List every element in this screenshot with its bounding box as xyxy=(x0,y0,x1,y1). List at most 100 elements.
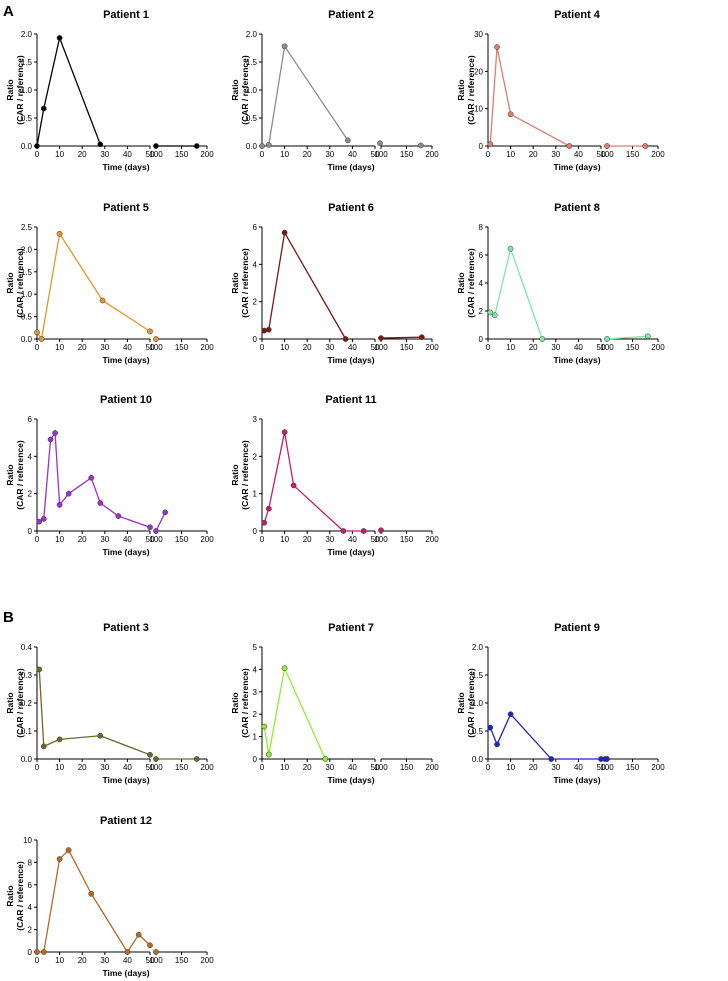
y-tick-label: 6 xyxy=(28,415,33,424)
data-point xyxy=(88,474,95,481)
y-tick-label: 2 xyxy=(253,710,258,719)
x-tick-label: 0 xyxy=(260,343,265,352)
x-tick-label: 10 xyxy=(55,763,64,772)
series-line-left xyxy=(37,849,151,953)
y-tick-label: 0.0 xyxy=(246,142,258,151)
x-tick-label: 50 xyxy=(371,150,380,159)
chart-title: Patient 11 xyxy=(325,394,376,406)
x-tick-label: 10 xyxy=(280,763,289,772)
data-point xyxy=(378,335,384,341)
data-point xyxy=(281,429,288,435)
x-tick-label: 100 xyxy=(149,535,163,544)
y-axis-label: Ratio xyxy=(230,79,240,100)
y-tick-label: 0 xyxy=(479,142,484,151)
y-tick-label: 2.5 xyxy=(21,223,33,232)
data-point xyxy=(281,43,288,50)
data-point xyxy=(507,245,514,252)
data-point xyxy=(97,732,104,739)
data-point xyxy=(261,723,268,730)
data-point xyxy=(153,949,159,955)
y-tick-label: 2 xyxy=(253,452,258,461)
x-tick-label: 40 xyxy=(123,535,132,544)
data-point xyxy=(418,334,425,340)
data-point xyxy=(507,111,514,118)
panel-letter-a: A xyxy=(3,3,14,20)
y-tick-label: 3 xyxy=(253,415,258,424)
x-tick-label: 100 xyxy=(600,150,614,159)
x-tick-label: 20 xyxy=(303,343,312,352)
y-tick-label: 4 xyxy=(253,260,258,269)
y-tick-label: 0 xyxy=(479,335,484,344)
data-point xyxy=(56,230,63,237)
chart-title: Patient 1 xyxy=(103,9,149,21)
x-tick-label: 20 xyxy=(78,763,87,772)
data-point xyxy=(40,743,47,750)
x-tick-label: 40 xyxy=(348,763,357,772)
y-axis-label: (CAR / reference) xyxy=(15,440,25,510)
x-axis-label: Time (days) xyxy=(553,162,600,172)
y-tick-label: 0 xyxy=(28,948,33,957)
x-axis-label: Time (days) xyxy=(327,547,374,557)
x-tick-label: 20 xyxy=(529,150,538,159)
x-tick-label: 10 xyxy=(506,763,515,772)
data-point xyxy=(47,436,54,443)
data-point xyxy=(88,890,95,897)
y-axis-label: Ratio xyxy=(230,464,240,485)
x-tick-label: 20 xyxy=(303,535,312,544)
x-tick-label: 30 xyxy=(100,763,109,772)
y-tick-label: 0.4 xyxy=(21,643,33,652)
y-axis-label: (CAR / reference) xyxy=(240,440,250,510)
data-point xyxy=(494,741,500,748)
chart-12: Patient 12 0 2 4 6 8 10 Ratio (CAR / reference) 0… xyxy=(5,815,214,978)
y-tick-label: 2.0 xyxy=(472,643,484,652)
data-point xyxy=(377,140,383,147)
series-line-left xyxy=(489,248,543,340)
y-tick-label: 0.0 xyxy=(472,755,484,764)
chart-title: Patient 10 xyxy=(100,394,152,406)
series-line-left xyxy=(489,46,570,147)
data-point xyxy=(193,756,200,762)
series-line-left xyxy=(38,432,151,528)
y-tick-label: 2 xyxy=(253,298,258,307)
data-point xyxy=(360,528,367,534)
x-tick-label: 200 xyxy=(425,343,439,352)
y-tick-label: 1.0 xyxy=(246,86,258,95)
x-tick-label: 10 xyxy=(506,343,515,352)
x-tick-label: 100 xyxy=(374,763,388,772)
x-tick-label: 10 xyxy=(55,343,64,352)
chart-title: Patient 4 xyxy=(554,9,601,21)
x-tick-label: 50 xyxy=(146,535,155,544)
x-tick-label: 40 xyxy=(574,343,583,352)
y-tick-label: 1.5 xyxy=(21,58,33,67)
series-line-left xyxy=(261,45,349,147)
y-tick-label: 1.0 xyxy=(21,86,33,95)
y-tick-label: 0 xyxy=(253,335,258,344)
y-axis-label: Ratio xyxy=(230,272,240,293)
y-tick-label: 6 xyxy=(28,881,33,890)
chart-1: Patient 1 0.0 0.5 1.0 1.5 2.0 Ratio (CAR / refe… xyxy=(5,9,214,172)
chart-title: Patient 12 xyxy=(100,815,152,827)
y-tick-label: 1.5 xyxy=(246,58,258,67)
x-tick-label: 100 xyxy=(600,343,614,352)
x-tick-label: 0 xyxy=(35,763,40,772)
y-axis-label: (CAR / reference) xyxy=(15,861,25,931)
data-point xyxy=(491,312,498,319)
series-line-left xyxy=(264,231,347,340)
y-axis-label: Ratio xyxy=(230,692,240,713)
x-tick-label: 0 xyxy=(486,150,491,159)
chart-10: Patient 7 0 1 2 3 4 5 Ratio (CAR / reference) 0 10… xyxy=(230,622,439,785)
data-point xyxy=(378,527,384,534)
x-tick-label: 20 xyxy=(78,343,87,352)
data-point xyxy=(193,143,200,149)
data-point xyxy=(507,711,514,718)
x-tick-label: 0 xyxy=(260,150,265,159)
x-tick-label: 30 xyxy=(100,535,109,544)
data-point xyxy=(115,513,122,519)
x-axis-label: Time (days) xyxy=(102,162,149,172)
y-tick-label: 2 xyxy=(479,307,484,316)
x-tick-label: 200 xyxy=(200,956,214,965)
x-tick-label: 200 xyxy=(200,343,214,352)
x-tick-label: 200 xyxy=(651,150,665,159)
data-point xyxy=(36,666,43,673)
y-axis-label: (CAR / reference) xyxy=(466,668,476,738)
